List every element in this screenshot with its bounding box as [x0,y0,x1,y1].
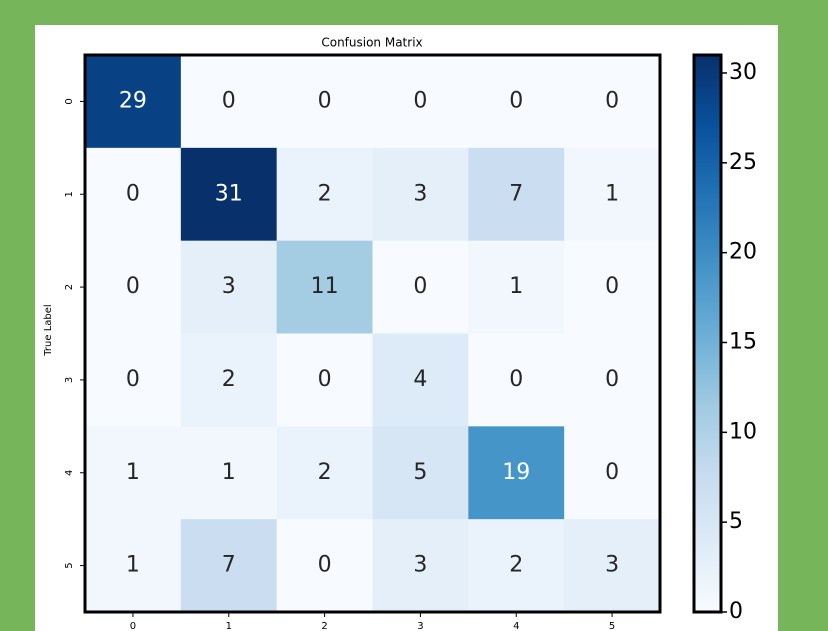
matrix-frame [83,53,662,614]
y-tick-label: 2 [64,284,75,290]
cell [564,240,661,334]
cell [85,519,182,613]
cell [276,147,373,242]
cell [85,147,182,242]
cell-label: 0 [509,88,523,113]
x-tick-label: 0 [130,621,136,631]
cell [180,55,278,149]
colorbar-tick-label: 15 [729,329,757,354]
cell-label: 3 [413,181,427,206]
cell [85,55,182,149]
y-tick-label: 3 [64,377,75,383]
cell [468,147,565,242]
cell-label: 3 [413,553,427,578]
x-tick-label: 1 [226,621,232,631]
cell [276,426,373,520]
cell-label: 5 [413,460,427,485]
colorbar-tick-label: 0 [729,599,743,624]
cell-label: 31 [215,181,243,206]
colorbar-tick-label: 5 [729,509,743,534]
cell [276,333,373,427]
colorbar-tick-label: 10 [729,419,757,444]
cell-label: 1 [509,274,523,299]
cell [180,240,278,334]
cell-label: 0 [318,367,332,392]
cell [372,55,469,149]
cell-label: 0 [126,181,140,206]
cell [180,147,278,242]
cell [468,519,565,613]
cell-label: 0 [413,274,427,299]
cell-label: 0 [222,88,236,113]
cell [372,426,469,520]
cell [276,519,373,613]
cell-label: 0 [605,88,619,113]
cell [372,333,469,427]
x-tick-label: 2 [321,621,327,631]
y-axis-label: True Label [43,304,54,356]
colorbar-tick-label: 20 [729,240,757,265]
cell [85,426,182,520]
cell [564,333,661,427]
cell-label: 0 [413,88,427,113]
cell-label: 2 [509,553,523,578]
cell-label: 19 [502,460,530,485]
cell [468,426,565,520]
colorbar [692,53,723,614]
cell-label: 1 [126,553,140,578]
y-tick-label: 4 [64,470,75,476]
cell [372,240,469,334]
cell [276,55,373,149]
cell [564,55,661,149]
cell [372,147,469,242]
cell [564,426,661,520]
cell-label: 1 [222,460,236,485]
x-tick-label: 4 [513,621,519,631]
cell [180,426,278,520]
y-tick-label: 1 [64,191,75,197]
cell-label: 0 [318,553,332,578]
cell [564,147,661,242]
cell-label: 0 [605,460,619,485]
cell-label: 0 [605,274,619,299]
cell-label: 0 [605,367,619,392]
cell-label: 4 [413,367,427,392]
colorbar-tick-label: 25 [729,150,757,175]
cell-label: 2 [318,460,332,485]
cell-label: 2 [222,367,236,392]
cell-label: 1 [126,460,140,485]
cell [372,519,469,613]
cell-label: 0 [126,367,140,392]
cell-label: 7 [509,181,523,206]
x-tick-label: 5 [609,621,615,631]
cell-label: 7 [222,553,236,578]
cell [85,240,182,334]
cell-label: 0 [509,367,523,392]
colorbar-tick-label: 30 [729,60,757,85]
cell [276,240,373,334]
y-tick-label: 5 [64,562,75,568]
cell [468,55,565,149]
y-tick-label: 0 [64,98,75,104]
chart-title: Confusion Matrix [321,36,422,50]
cell-label: 3 [605,553,619,578]
cell [468,240,565,334]
cell [180,519,278,613]
cell [468,333,565,427]
cell [564,519,661,613]
cell-label: 1 [605,181,619,206]
cell-label: 0 [126,274,140,299]
cell-label: 0 [318,88,332,113]
cell-label: 29 [119,88,147,113]
cell-label: 11 [311,274,339,299]
cell [85,333,182,427]
cell [180,333,278,427]
cell-label: 2 [318,181,332,206]
cell-label: 3 [222,274,236,299]
x-tick-label: 3 [417,621,423,631]
